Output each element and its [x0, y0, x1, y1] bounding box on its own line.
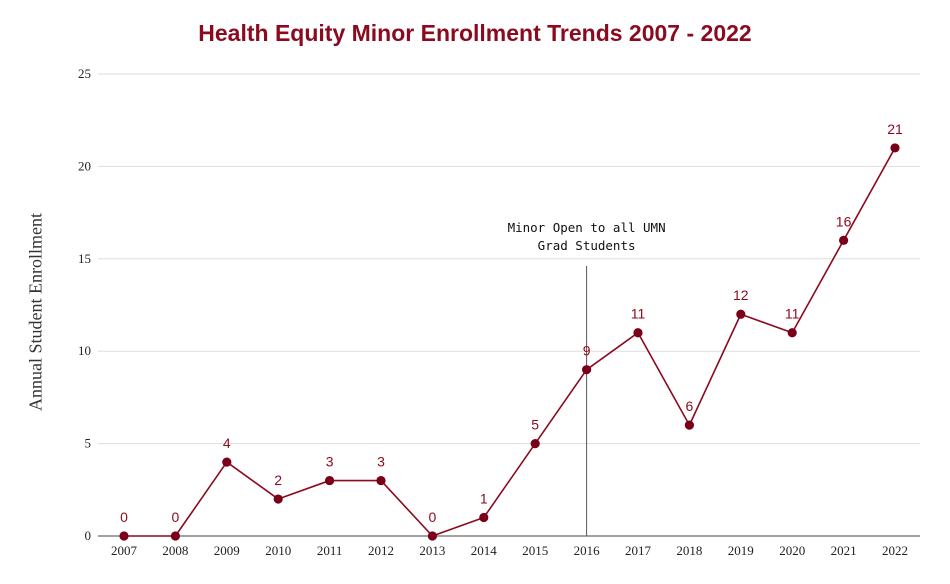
- data-point: [684, 420, 695, 430]
- data-label: 6: [686, 398, 694, 414]
- data-label: 2: [274, 472, 282, 488]
- series-segment: [174, 461, 228, 537]
- data-label: 4: [223, 435, 231, 451]
- data-point: [633, 328, 643, 338]
- data-point: [170, 531, 180, 541]
- x-tick-label: 2008: [162, 543, 188, 558]
- data-label: 5: [531, 417, 539, 433]
- x-tick-label: 2011: [317, 543, 343, 558]
- data-point: [839, 235, 849, 245]
- x-tick-label: 2009: [214, 543, 240, 558]
- data-point: [582, 365, 592, 375]
- x-tick-label: 2022: [882, 543, 908, 558]
- y-axis-ticks: 0 5 10 15 20 25: [78, 66, 91, 543]
- x-tick-label: 2017: [625, 543, 652, 558]
- data-point: [273, 494, 283, 504]
- series-segment: [791, 239, 845, 334]
- annotation: Minor Open to all UMN Grad Students: [508, 220, 666, 536]
- data-point: [222, 457, 232, 467]
- series-segment: [688, 313, 742, 426]
- data-point: [119, 531, 129, 541]
- series-segment: [534, 368, 588, 445]
- data-point: [736, 309, 746, 319]
- y-tick-label: 25: [78, 66, 91, 81]
- series-lines: [123, 147, 896, 537]
- series-segment: [482, 442, 537, 519]
- x-tick-label: 2014: [471, 543, 498, 558]
- series-segment: [842, 147, 896, 242]
- data-point: [427, 531, 437, 541]
- annotation-text: Minor Open to all UMN: [508, 220, 666, 235]
- data-label: 0: [429, 509, 437, 525]
- annotation-text: Grad Students: [538, 238, 636, 253]
- data-labels: 0 0 4 2 3 3 0 1 5 9 11 6 12 11 16 21: [120, 121, 903, 525]
- data-label: 3: [326, 454, 334, 470]
- data-label: 11: [785, 306, 800, 322]
- data-label: 9: [583, 343, 591, 359]
- x-tick-label: 2018: [676, 543, 702, 558]
- series-segment: [277, 479, 331, 500]
- series-segment: [739, 313, 794, 334]
- data-point: [890, 143, 900, 153]
- data-point: [787, 328, 797, 338]
- y-tick-label: 15: [78, 251, 91, 266]
- x-tick-label: 2010: [265, 543, 291, 558]
- data-label: 0: [172, 509, 180, 525]
- data-label: 3: [377, 454, 385, 470]
- data-point: [376, 475, 386, 486]
- x-tick-label: 2016: [574, 543, 601, 558]
- data-label: 1: [480, 491, 488, 507]
- x-tick-label: 2020: [779, 543, 805, 558]
- data-label: 11: [631, 306, 646, 322]
- data-point: [479, 512, 489, 523]
- x-tick-label: 2019: [728, 543, 754, 558]
- data-point: [325, 475, 335, 486]
- data-label: 0: [120, 509, 128, 525]
- data-label: 21: [887, 121, 903, 137]
- y-tick-label: 10: [78, 343, 91, 358]
- x-tick-label: 2013: [419, 543, 445, 558]
- x-tick-label: 2015: [522, 543, 548, 558]
- chart-title: Health Equity Minor Enrollment Trends 20…: [198, 20, 752, 46]
- gridlines: [98, 73, 920, 537]
- x-tick-label: 2007: [111, 543, 138, 558]
- series-segment: [585, 331, 639, 371]
- data-points: [119, 143, 900, 541]
- y-tick-label: 0: [85, 528, 92, 543]
- x-axis-ticks: 2007 2008 2009 2010 2011 2012 2013 2014 2015 2016…: [111, 543, 908, 558]
- series-segment: [637, 331, 691, 426]
- y-tick-label: 20: [78, 158, 91, 173]
- data-label: 12: [733, 287, 749, 303]
- y-tick-label: 5: [85, 436, 92, 451]
- series-segment: [226, 461, 280, 500]
- data-label: 16: [836, 213, 852, 229]
- data-point: [530, 439, 540, 449]
- x-tick-label: 2021: [831, 543, 857, 558]
- series-segment: [431, 516, 485, 537]
- series-segment: [380, 479, 434, 537]
- x-tick-label: 2012: [368, 543, 394, 558]
